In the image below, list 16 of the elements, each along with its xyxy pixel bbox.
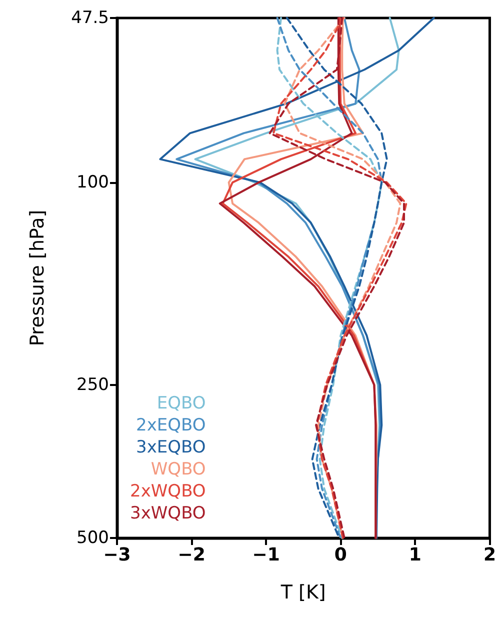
x-tick-label: −1	[252, 544, 280, 566]
y-axis-title: Pressure [hPa]	[26, 210, 48, 346]
x-tick-label: 0	[334, 544, 347, 566]
x-axis-title: T [K]	[280, 582, 326, 604]
text: EQBO	[156, 394, 206, 414]
x-tick-label: −2	[178, 544, 206, 566]
text: 3xWQBO	[130, 504, 206, 524]
y-tick-label: 100	[76, 172, 109, 192]
y-tick-label: 250	[76, 374, 109, 395]
text: WQBO	[150, 460, 206, 480]
text: 2xEQBO	[136, 416, 206, 436]
text: 2xWQBO	[130, 482, 206, 502]
x-tick-label: 1	[408, 544, 422, 566]
x-tick-label: 2	[483, 544, 496, 566]
y-tick-label: 47.5	[71, 8, 109, 28]
text: 3xEQBO	[136, 438, 206, 458]
